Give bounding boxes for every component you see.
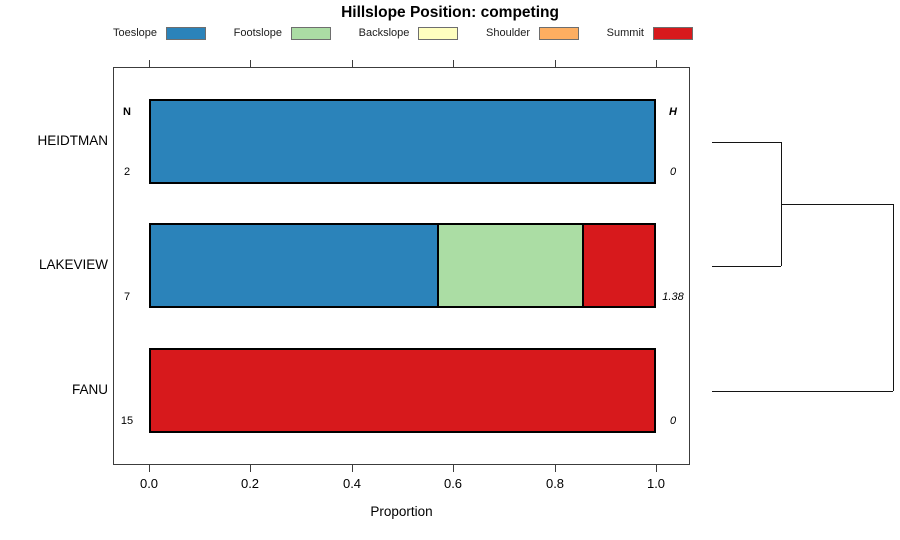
stacked-bar-heidtman xyxy=(149,99,656,184)
x-axis-tick xyxy=(453,60,454,67)
legend-swatch-shoulder xyxy=(539,26,580,40)
dendrogram-branch xyxy=(712,265,781,267)
h-value-lakeview: 1.38 xyxy=(662,291,684,303)
x-tick-label: 0.2 xyxy=(240,476,260,491)
x-axis-tick xyxy=(149,60,150,67)
legend-item-shoulder: Shoulder xyxy=(486,26,580,40)
x-axis-tick xyxy=(149,465,150,472)
x-axis-tick xyxy=(656,465,657,472)
legend-label: Toeslope xyxy=(113,27,158,39)
legend: Toeslope Footslope Backslope Shoulder Su… xyxy=(113,25,693,41)
n-value-heidtman: 2 xyxy=(123,166,131,178)
x-axis-title: Proportion xyxy=(370,504,433,519)
bar-segment-toeslope xyxy=(149,223,439,308)
dendrogram-branch xyxy=(712,141,781,143)
x-axis-tick xyxy=(352,465,353,472)
x-axis-tick xyxy=(453,465,454,472)
h-value-heidtman: 0 xyxy=(669,166,677,178)
dendrogram-branch xyxy=(780,203,893,205)
legend-label: Footslope xyxy=(233,27,282,39)
x-tick-label: 0.0 xyxy=(139,476,159,491)
plot-area xyxy=(113,67,690,465)
x-tick-label: 0.4 xyxy=(342,476,362,491)
dendrogram-join xyxy=(893,203,895,391)
legend-label: Backslope xyxy=(358,27,410,39)
x-tick-label: 0.8 xyxy=(545,476,565,491)
stacked-bar-fanu xyxy=(149,348,656,433)
n-column-header: N xyxy=(123,106,131,118)
x-tick-label: 1.0 xyxy=(646,476,666,491)
x-axis-tick xyxy=(250,465,251,472)
x-axis-tick xyxy=(352,60,353,67)
legend-item-backslope: Backslope xyxy=(358,26,459,40)
bar-segment-summit xyxy=(149,348,656,433)
bar-segment-footslope xyxy=(438,223,584,308)
n-value-fanu: 15 xyxy=(120,415,134,427)
x-tick-label: 0.6 xyxy=(443,476,463,491)
n-value-lakeview: 7 xyxy=(123,291,131,303)
legend-item-toeslope: Toeslope xyxy=(113,26,207,40)
chart-title: Hillslope Position: competing xyxy=(341,4,559,21)
x-axis-tick xyxy=(555,465,556,472)
legend-swatch-backslope xyxy=(418,26,459,40)
row-label-heidtman: HEIDTMAN xyxy=(37,133,109,148)
x-axis-tick xyxy=(250,60,251,67)
x-axis-tick xyxy=(555,60,556,67)
legend-swatch-toeslope xyxy=(166,26,207,40)
bar-segment-toeslope xyxy=(149,99,656,184)
legend-item-footslope: Footslope xyxy=(233,26,331,40)
bar-segment-summit xyxy=(583,223,656,308)
x-axis-tick xyxy=(656,60,657,67)
legend-label: Summit xyxy=(606,27,644,39)
h-column-header: H xyxy=(669,106,677,118)
legend-label: Shoulder xyxy=(486,27,531,39)
legend-swatch-footslope xyxy=(290,26,331,40)
h-value-fanu: 0 xyxy=(669,415,677,427)
stacked-bar-lakeview xyxy=(149,223,656,308)
row-label-fanu: FANU xyxy=(71,382,108,397)
legend-swatch-summit xyxy=(652,26,693,40)
legend-item-summit: Summit xyxy=(606,26,693,40)
row-label-lakeview: LAKEVIEW xyxy=(38,257,108,272)
dendrogram-branch xyxy=(712,390,893,392)
